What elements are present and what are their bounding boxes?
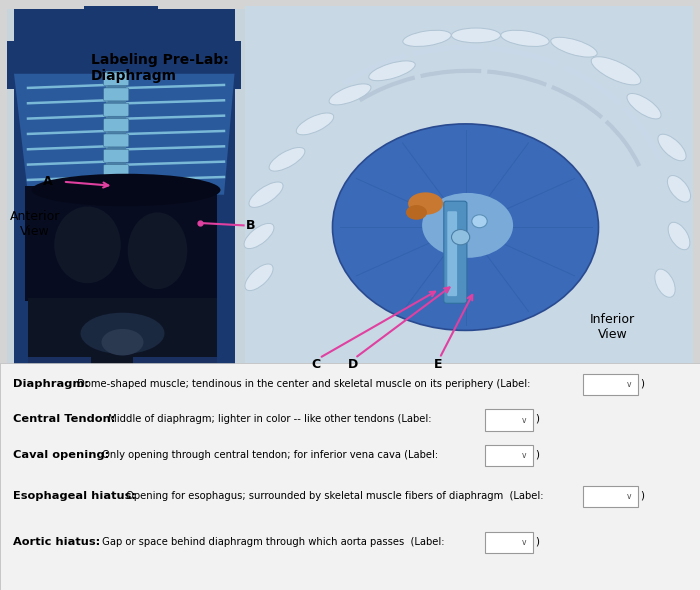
Ellipse shape <box>32 173 220 206</box>
Polygon shape <box>245 6 693 366</box>
Text: Middle of diaphragm; lighter in color -- like other tendons (Label:: Middle of diaphragm; lighter in color --… <box>105 414 431 424</box>
Text: ): ) <box>536 414 540 424</box>
Circle shape <box>472 215 487 228</box>
Polygon shape <box>133 357 217 366</box>
Text: C: C <box>312 358 321 371</box>
Ellipse shape <box>80 313 164 354</box>
Ellipse shape <box>667 175 691 202</box>
FancyBboxPatch shape <box>0 363 700 590</box>
Ellipse shape <box>402 30 452 47</box>
Ellipse shape <box>296 113 334 135</box>
FancyBboxPatch shape <box>104 119 129 132</box>
FancyBboxPatch shape <box>583 486 638 507</box>
Ellipse shape <box>245 264 273 291</box>
FancyBboxPatch shape <box>104 180 129 193</box>
Ellipse shape <box>249 182 283 208</box>
Text: v: v <box>522 415 526 425</box>
Text: E: E <box>434 358 442 371</box>
Text: Central Tendon:: Central Tendon: <box>13 414 115 424</box>
Ellipse shape <box>269 148 305 171</box>
Ellipse shape <box>332 124 598 330</box>
Ellipse shape <box>406 205 427 220</box>
Ellipse shape <box>627 93 661 119</box>
Text: Opening for esophagus; surrounded by skeletal muscle fibers of diaphragm  (Label: Opening for esophagus; surrounded by ske… <box>123 491 544 501</box>
Text: D: D <box>348 358 358 371</box>
FancyBboxPatch shape <box>25 186 217 301</box>
FancyBboxPatch shape <box>485 409 533 431</box>
FancyBboxPatch shape <box>104 134 129 147</box>
Ellipse shape <box>592 57 640 85</box>
Ellipse shape <box>654 269 675 297</box>
Text: Esophageal hiatus:: Esophageal hiatus: <box>13 491 136 501</box>
Text: v: v <box>626 492 631 502</box>
Ellipse shape <box>244 224 274 248</box>
Ellipse shape <box>668 222 690 250</box>
Ellipse shape <box>658 134 686 161</box>
FancyBboxPatch shape <box>485 532 533 553</box>
Text: Aortic hiatus:: Aortic hiatus: <box>13 537 100 547</box>
Ellipse shape <box>408 192 443 215</box>
Text: Only opening through central tendon; for inferior vena cava (Label:: Only opening through central tendon; for… <box>99 450 438 460</box>
FancyBboxPatch shape <box>104 103 129 116</box>
Ellipse shape <box>452 28 500 43</box>
Text: B: B <box>246 219 256 232</box>
Text: Diaphragm:: Diaphragm: <box>13 379 88 389</box>
Ellipse shape <box>551 37 597 57</box>
FancyBboxPatch shape <box>104 149 129 162</box>
Ellipse shape <box>55 206 120 283</box>
Polygon shape <box>28 357 91 366</box>
Text: Inferior
View: Inferior View <box>590 313 635 342</box>
Text: A: A <box>43 175 52 188</box>
Ellipse shape <box>329 84 371 105</box>
FancyBboxPatch shape <box>583 374 638 395</box>
FancyBboxPatch shape <box>447 211 457 296</box>
Ellipse shape <box>500 30 550 47</box>
Text: Dome-shaped muscle; tendinous in the center and skeletal muscle on its periphery: Dome-shaped muscle; tendinous in the cen… <box>74 379 531 389</box>
Ellipse shape <box>422 193 513 258</box>
Text: ): ) <box>640 491 645 500</box>
Text: ): ) <box>536 450 540 459</box>
FancyBboxPatch shape <box>104 73 129 86</box>
Polygon shape <box>14 74 234 195</box>
Text: v: v <box>522 451 526 460</box>
Ellipse shape <box>127 212 188 289</box>
Text: v: v <box>626 380 631 389</box>
Polygon shape <box>7 41 241 88</box>
Circle shape <box>452 230 470 245</box>
FancyBboxPatch shape <box>28 298 217 366</box>
Text: ): ) <box>640 379 645 388</box>
Text: Anterior
View: Anterior View <box>10 210 60 238</box>
FancyBboxPatch shape <box>485 445 533 466</box>
Text: Labeling Pre-Lab:
Diaphragm: Labeling Pre-Lab: Diaphragm <box>91 53 229 83</box>
Polygon shape <box>84 6 158 47</box>
FancyBboxPatch shape <box>104 165 129 178</box>
Ellipse shape <box>102 329 144 355</box>
Text: ): ) <box>536 537 540 546</box>
Text: Gap or space behind diaphragm through which aorta passes  (Label:: Gap or space behind diaphragm through wh… <box>99 537 444 547</box>
FancyBboxPatch shape <box>444 201 467 303</box>
Text: v: v <box>522 538 526 548</box>
Ellipse shape <box>369 61 415 81</box>
FancyBboxPatch shape <box>104 88 129 101</box>
FancyBboxPatch shape <box>106 71 126 195</box>
Text: Caval opening:: Caval opening: <box>13 450 109 460</box>
FancyBboxPatch shape <box>7 9 693 372</box>
Polygon shape <box>14 9 234 366</box>
